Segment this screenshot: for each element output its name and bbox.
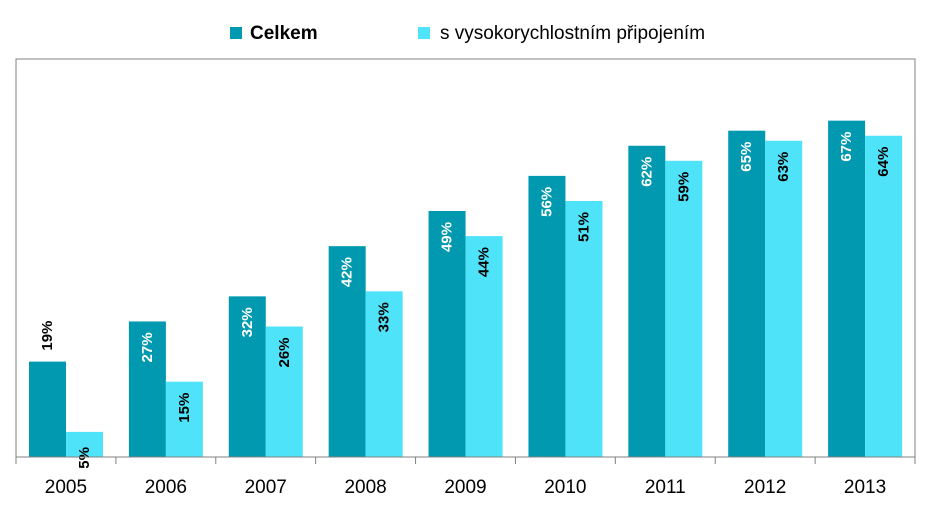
legend-swatch-vysokorychlostni [418,27,430,39]
bars-layer [29,120,903,458]
data-label-vysokorychlostni-2012: 63% [775,152,792,182]
x-tick-label-2011: 2011 [645,477,686,498]
data-label-vysokorychlostni-2005: 5% [76,447,93,469]
x-axis: 2005 2006 2007 2008 2009 2010 2011 2012 2013 [15,456,916,498]
bar-vysokorychlostni-2008 [365,291,403,457]
data-label-vysokorychlostni-2007: 26% [276,337,293,367]
bar-celkem-2005 [29,361,66,457]
data-label-vysokorychlostni-2010: 51% [575,212,592,242]
bar-celkem-2013 [828,120,866,457]
bar-vysokorychlostni-2006 [165,381,203,457]
x-tick-label-2005: 2005 [45,477,87,498]
x-tick-label-2009: 2009 [444,477,486,498]
data-label-vysokorychlostni-2009: 44% [476,247,493,277]
x-tick-label-2007: 2007 [245,477,287,498]
bar-vysokorychlostni-2011 [665,160,703,457]
legend: Celkem s vysokorychlostním připojením [230,23,705,44]
bar-vysokorychlostni-2009 [465,236,503,457]
data-label-celkem-2007: 32% [239,307,256,337]
data-label-celkem-2011: 62% [638,157,655,187]
x-tick-label-2006: 2006 [145,477,187,498]
x-tick-label-2012: 2012 [744,477,786,498]
x-tick-label-2008: 2008 [344,477,386,498]
data-label-vysokorychlostni-2013: 64% [875,147,892,177]
bar-vysokorychlostni-2010 [565,200,603,458]
x-tick-label-2010: 2010 [544,477,586,498]
data-labels-layer: 19% 5% 27% 15% 32% 26% 42% 33% 49% 44% 56% 51% 62% 59… [39,132,892,469]
bar-celkem-2011 [628,145,666,457]
data-label-vysokorychlostni-2008: 33% [376,302,393,332]
bar-vysokorychlostni-2012 [765,140,803,458]
data-label-vysokorychlostni-2011: 59% [675,172,692,202]
legend-swatch-celkem [230,27,242,39]
data-label-vysokorychlostni-2006: 15% [176,393,193,423]
bar-celkem-2012 [728,130,766,457]
bar-vysokorychlostni-2007 [265,326,303,457]
bar-celkem-2006 [128,321,166,457]
legend-label-vysokorychlostni: s vysokorychlostním připojením [440,23,705,44]
data-label-celkem-2010: 56% [538,187,555,217]
data-label-celkem-2012: 65% [738,142,755,172]
data-label-celkem-2005: 19% [39,321,56,351]
bar-celkem-2009 [428,211,466,457]
bar-celkem-2007 [228,296,266,457]
x-tick-label-2013: 2013 [844,477,886,498]
bar-vysokorychlostni-2013 [865,135,903,457]
data-label-celkem-2009: 49% [439,222,456,252]
legend-label-celkem: Celkem [250,23,318,44]
data-label-celkem-2008: 42% [339,257,356,287]
bar-celkem-2008 [328,246,366,457]
bar-celkem-2010 [528,175,566,457]
bar-vysokorychlostni-2005 [66,431,103,457]
data-label-celkem-2006: 27% [139,332,156,362]
data-label-celkem-2013: 67% [838,132,855,162]
